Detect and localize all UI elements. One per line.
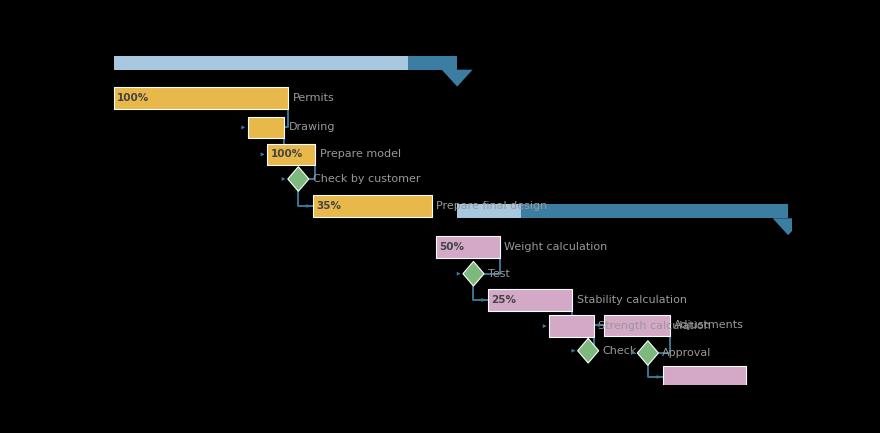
- Polygon shape: [442, 70, 473, 87]
- Text: Prepare model: Prepare model: [320, 149, 401, 159]
- Text: 100%: 100%: [117, 93, 150, 103]
- Bar: [313, 195, 431, 217]
- Polygon shape: [463, 262, 484, 286]
- Text: Weight calculation: Weight calculation: [504, 242, 608, 252]
- Polygon shape: [288, 167, 309, 191]
- Text: Stability calculation: Stability calculation: [576, 295, 686, 305]
- Text: 50%: 50%: [439, 242, 465, 252]
- Polygon shape: [773, 218, 803, 235]
- Bar: [268, 144, 315, 165]
- Text: Drawing: Drawing: [289, 123, 335, 132]
- Bar: [114, 87, 289, 109]
- Text: Test: Test: [488, 269, 510, 279]
- Text: Adjustments: Adjustments: [674, 320, 744, 330]
- Polygon shape: [637, 341, 658, 365]
- Bar: [488, 289, 572, 311]
- Text: Check: Check: [603, 346, 637, 356]
- Text: Check by customer: Check by customer: [312, 174, 421, 184]
- Bar: [605, 314, 670, 336]
- Text: 100%: 100%: [270, 149, 303, 159]
- Bar: [549, 315, 594, 337]
- Text: Approval: Approval: [663, 348, 712, 358]
- Text: Prepare final design: Prepare final design: [436, 201, 547, 211]
- Text: Permits: Permits: [293, 93, 334, 103]
- Text: 35%: 35%: [316, 201, 341, 211]
- Polygon shape: [577, 339, 598, 363]
- Bar: [521, 204, 788, 218]
- Bar: [408, 56, 458, 70]
- Bar: [436, 236, 500, 258]
- Text: Strength calculation: Strength calculation: [598, 321, 711, 331]
- Bar: [458, 204, 521, 218]
- Bar: [664, 366, 745, 388]
- Bar: [114, 56, 408, 70]
- Bar: [248, 116, 284, 138]
- Text: 25%: 25%: [491, 295, 517, 305]
